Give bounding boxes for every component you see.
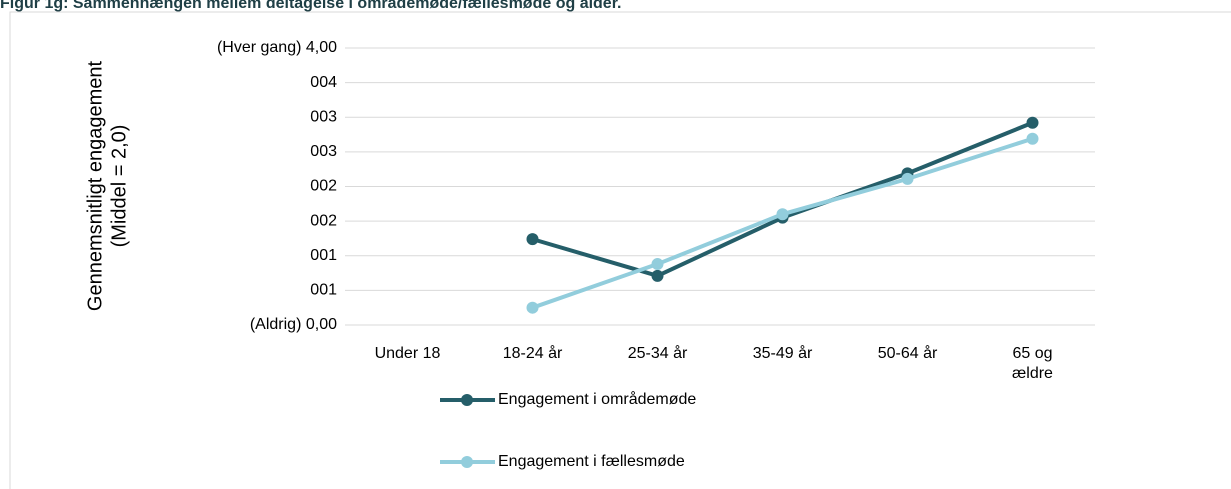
y-tick-label: 001 — [310, 282, 337, 299]
legend-label: Engagement i områdemøde — [498, 390, 696, 408]
data-point — [651, 269, 664, 282]
data-point — [526, 233, 539, 246]
data-point — [651, 258, 664, 271]
x-tick-label: 50-64 år — [877, 345, 938, 362]
y-axis-label-line: Gennemsnitligt engagement — [84, 60, 106, 311]
data-point — [1026, 116, 1039, 129]
legend-label: Engagement i fællesmøde — [498, 453, 685, 470]
x-tick-label: 25-34 år — [627, 345, 688, 362]
legend-marker — [461, 394, 473, 406]
y-axis-label-line: (Middel = 2,0) — [108, 125, 130, 248]
y-tick-label: 002 — [310, 178, 337, 195]
data-point — [526, 301, 539, 314]
legend-marker — [461, 456, 473, 468]
y-tick-label: (Hver gang) 4,00 — [217, 39, 337, 56]
y-tick-label: 002 — [310, 212, 337, 229]
data-point — [1026, 132, 1039, 145]
x-tick-label: 35-49 år — [752, 345, 813, 362]
x-tick-label: Under 18 — [374, 345, 441, 362]
y-tick-label: 001 — [310, 247, 337, 264]
y-tick-label: 003 — [310, 108, 337, 125]
x-tick-label: 18-24 år — [502, 345, 563, 362]
y-axis-label: Gennemsnitligt engagement (Middel = 2,0) — [84, 60, 130, 311]
series-line — [531, 120, 1034, 278]
y-tick-label: 004 — [310, 74, 337, 91]
chart-title: Figur 1g: Sammenhængen mellem deltagelse… — [0, 0, 622, 12]
data-point — [901, 172, 914, 185]
y-tick-label: 003 — [310, 143, 337, 160]
data-point — [776, 208, 789, 221]
y-tick-label: (Aldrig) 0,00 — [250, 316, 337, 333]
x-tick-label: 65 og ældre — [1012, 345, 1053, 382]
chart-frame — [9, 11, 1231, 489]
